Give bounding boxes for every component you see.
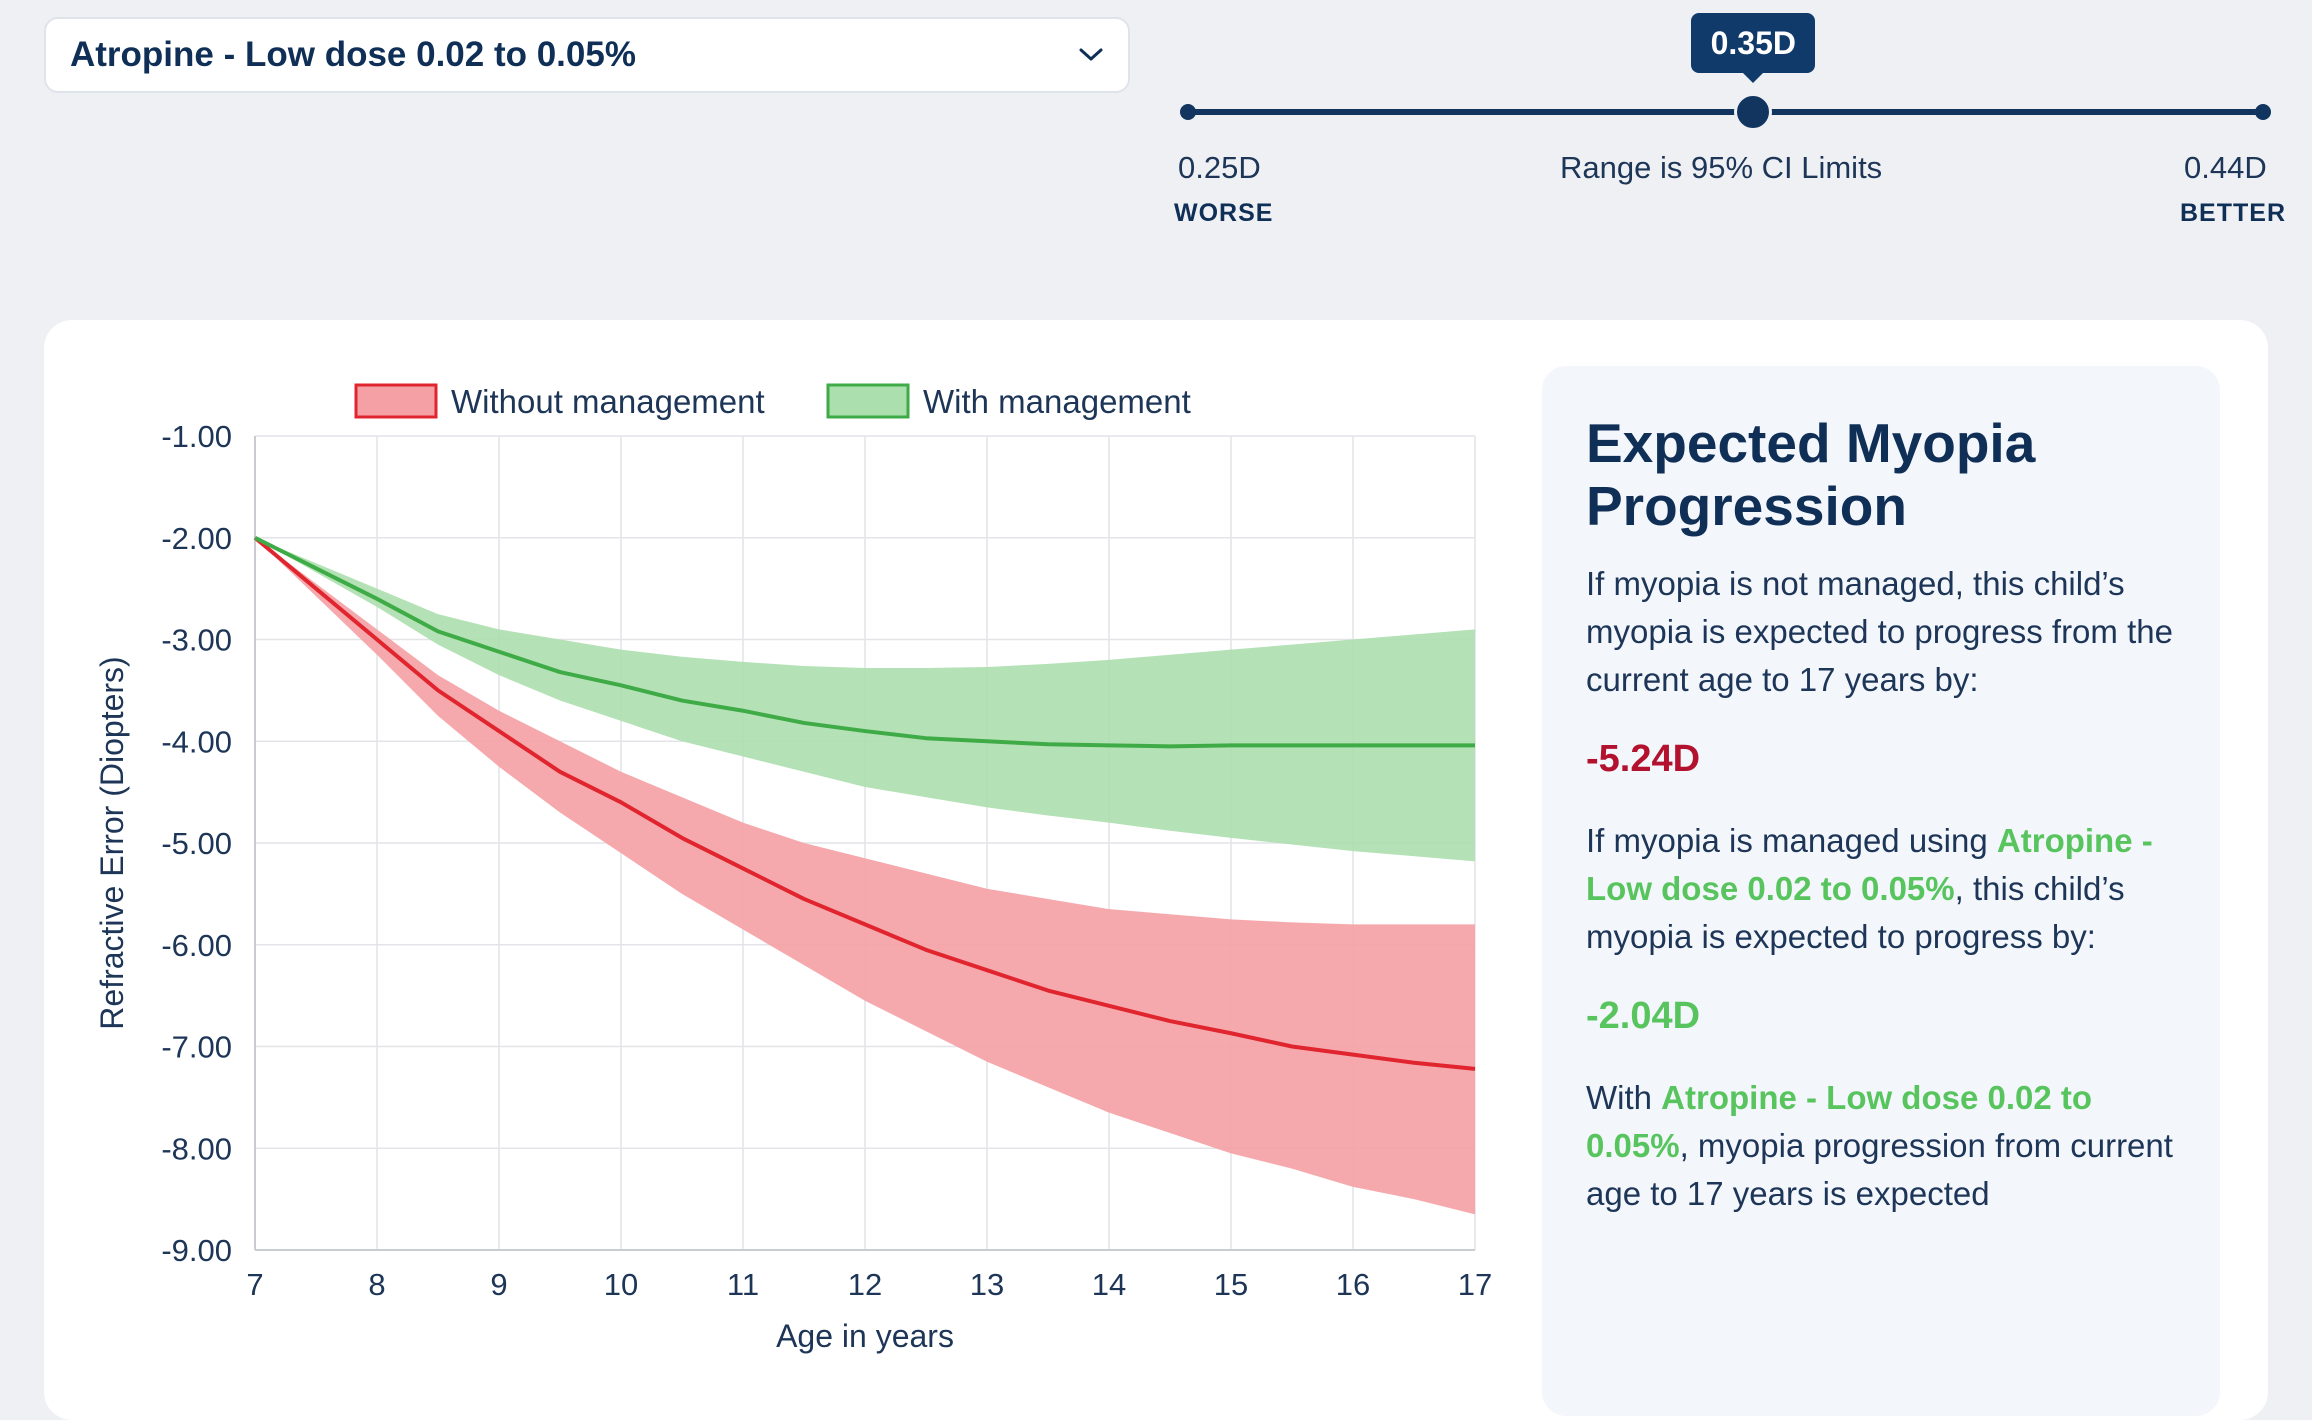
legend-label-with-management: With management xyxy=(923,383,1191,420)
series-line-with-management xyxy=(254,535,1475,749)
range-note: Range is 95% CI Limits xyxy=(1560,150,1883,185)
y-tick-label: -9.00 xyxy=(161,1233,232,1268)
y-tick-label: -2.00 xyxy=(161,521,232,556)
with-treatment: Atropine - Low dose 0.02 to 0.05% xyxy=(1586,1079,2093,1164)
managed-text-prefix: If myopia is managed using xyxy=(1586,822,1988,859)
info-panel: Expected Myopia Progression If myopia is… xyxy=(1542,366,2220,1416)
slider-max-label: 0.44D xyxy=(2184,150,2267,185)
y-tick-label: -8.00 xyxy=(161,1131,232,1166)
x-tick-label: 15 xyxy=(1214,1267,1248,1302)
managed-value: -2.04D xyxy=(1586,995,1701,1037)
legend-label-without-management: Without management xyxy=(451,383,765,420)
y-tick-label: -1.00 xyxy=(161,419,232,454)
x-tick-label: 14 xyxy=(1092,1267,1126,1302)
ci-band-without-management xyxy=(255,537,1475,1215)
x-tick-label: 9 xyxy=(490,1267,507,1302)
treatment-select[interactable]: Atropine - Low dose 0.02 to 0.05% xyxy=(44,17,1130,93)
x-tick-label: 12 xyxy=(848,1267,882,1302)
progression-chart: -1.00 -2.00 -3.00 -4.00 -5.00 -6.00 -7.00 -8.00… xyxy=(94,383,1492,1354)
slider-min-label: 0.25D xyxy=(1178,150,1261,185)
y-axis-title: Refractive Error (Diopters) xyxy=(94,656,130,1029)
y-tick-label: -4.00 xyxy=(161,724,232,759)
worse-label: WORSE xyxy=(1174,199,1274,227)
x-tick-label: 16 xyxy=(1336,1267,1370,1302)
x-tick-label: 7 xyxy=(246,1267,263,1302)
unmanaged-text: If myopia is not managed, this child’s m… xyxy=(1586,565,2173,698)
x-tick-label: 10 xyxy=(604,1267,638,1302)
x-tick-label: 8 xyxy=(368,1267,385,1302)
chevron-down-icon xyxy=(1079,48,1103,61)
x-tick-label: 17 xyxy=(1458,1267,1492,1302)
unmanaged-value: -5.24D xyxy=(1586,738,1701,780)
y-tick-label: -7.00 xyxy=(161,1030,232,1065)
info-title: Expected Myopia Progression xyxy=(1586,412,2036,537)
effect-slider: 0.35D 0.25D WORSE Range is 95% CI Limits… xyxy=(1170,0,2285,240)
managed-text-suffix: , this child’s myopia is expected to pro… xyxy=(1586,870,2125,955)
slider-value-tooltip: 0.35D xyxy=(1691,13,1816,83)
y-tick-label: -6.00 xyxy=(161,928,232,963)
legend-swatch-with-management xyxy=(826,383,910,419)
series-line-without-management xyxy=(253,536,1476,1071)
treatment-select-value: Atropine - Low dose 0.02 to 0.05% xyxy=(70,35,636,74)
with-text: With Atropine - Low dose 0.02 to 0.05%, … xyxy=(1586,1074,2176,1218)
better-label: BETTER xyxy=(2180,199,2286,227)
managed-treatment: Atropine - Low dose 0.02 to 0.05% xyxy=(1586,822,2153,907)
y-tick-label: -3.00 xyxy=(161,623,232,658)
slider-track[interactable] xyxy=(1187,109,2270,115)
slider-thumb[interactable] xyxy=(1734,93,1773,131)
slider-max-dot xyxy=(2255,104,2271,120)
managed-text: If myopia is managed using Atropine - Lo… xyxy=(1586,817,2176,961)
ci-band-with-management xyxy=(255,537,1475,862)
slider-min-dot xyxy=(1180,104,1196,120)
x-axis-title: Age in years xyxy=(776,1318,954,1354)
legend-swatch-without-management xyxy=(354,383,438,419)
with-prefix: With xyxy=(1586,1079,1652,1116)
x-tick-label: 13 xyxy=(970,1267,1004,1302)
with-suffix: , myopia progression from current age to… xyxy=(1586,1127,2173,1212)
x-tick-label: 11 xyxy=(727,1267,759,1302)
y-tick-label: -5.00 xyxy=(161,826,232,861)
